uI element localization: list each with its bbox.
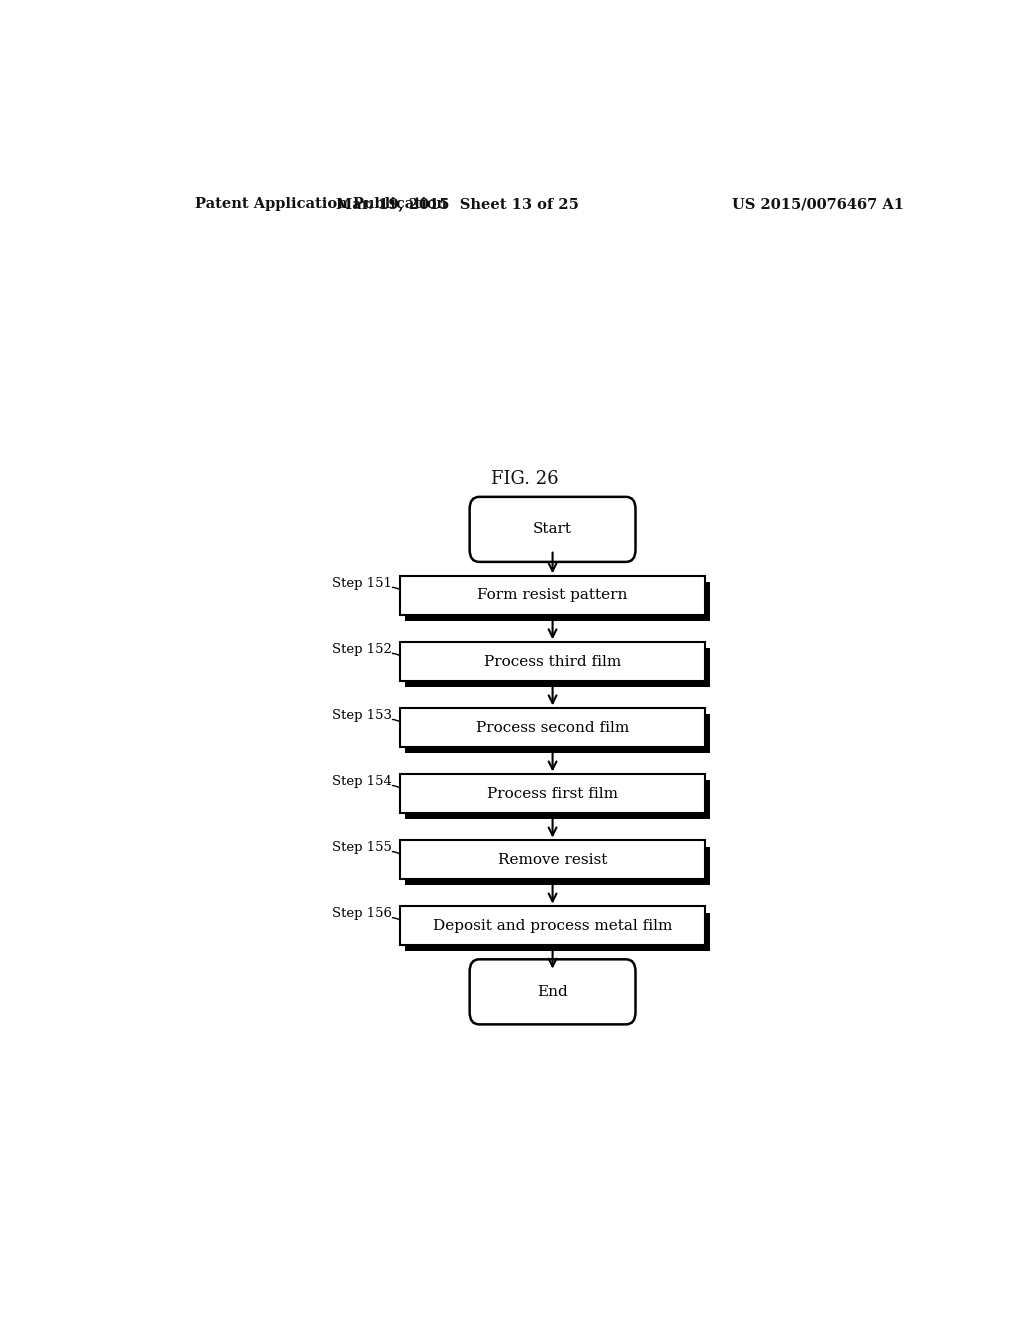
Text: Step 155: Step 155 xyxy=(333,841,392,854)
Bar xyxy=(399,841,706,879)
Text: Mar. 19, 2015  Sheet 13 of 25: Mar. 19, 2015 Sheet 13 of 25 xyxy=(336,197,579,211)
Text: Process third film: Process third film xyxy=(484,655,622,668)
Text: End: End xyxy=(538,985,568,999)
Bar xyxy=(399,775,706,813)
Bar xyxy=(399,709,706,747)
Text: Step 154: Step 154 xyxy=(333,775,392,788)
Bar xyxy=(404,780,710,818)
Text: Step 153: Step 153 xyxy=(333,709,392,722)
Bar xyxy=(404,912,710,952)
FancyBboxPatch shape xyxy=(470,496,636,562)
Text: Deposit and process metal film: Deposit and process metal film xyxy=(433,919,673,933)
Bar xyxy=(404,582,710,620)
Bar xyxy=(399,643,706,681)
Bar xyxy=(404,714,710,752)
Text: Patent Application Publication: Patent Application Publication xyxy=(196,197,447,211)
Text: Process second film: Process second film xyxy=(476,721,629,735)
Text: US 2015/0076467 A1: US 2015/0076467 A1 xyxy=(732,197,904,211)
FancyBboxPatch shape xyxy=(470,960,636,1024)
Text: Step 156: Step 156 xyxy=(333,907,392,920)
Text: Process first film: Process first film xyxy=(487,787,618,801)
Text: Remove resist: Remove resist xyxy=(498,853,607,867)
Text: Start: Start xyxy=(534,523,572,536)
Text: Step 152: Step 152 xyxy=(333,643,392,656)
Text: Form resist pattern: Form resist pattern xyxy=(477,589,628,602)
Bar xyxy=(404,648,710,686)
Bar xyxy=(399,576,706,615)
Bar xyxy=(399,907,706,945)
Text: FIG. 26: FIG. 26 xyxy=(490,470,559,487)
Bar xyxy=(404,846,710,886)
Text: Step 151: Step 151 xyxy=(333,577,392,590)
